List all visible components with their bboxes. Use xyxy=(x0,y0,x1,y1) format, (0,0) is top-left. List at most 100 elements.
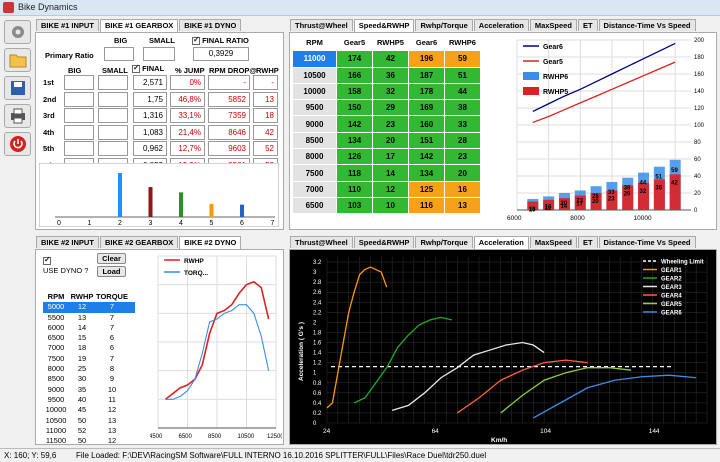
top-tab-thrust-wheel[interactable]: Thrust@Wheel xyxy=(290,19,353,31)
rpm-table-row[interactable]: 10000 158 32 178 44 xyxy=(292,82,481,101)
rpm-table-row[interactable]: 9000 142 23 160 33 xyxy=(292,115,481,133)
gear-small-input[interactable] xyxy=(98,108,128,123)
y-tick-label: 40 xyxy=(694,174,701,180)
gear-final-ratio[interactable]: 2,571 xyxy=(133,75,167,90)
gear-small-input[interactable] xyxy=(98,91,128,107)
top-tab-acceleration[interactable]: Acceleration xyxy=(473,19,529,31)
window-title: Bike Dynamics xyxy=(18,2,78,12)
dyno-list-row[interactable]: 10000 45 12 xyxy=(43,405,135,415)
gear-big-input[interactable] xyxy=(64,124,94,140)
bottom-tab-distance-time-vs-speed[interactable]: Distance-Time Vs Speed xyxy=(598,236,696,248)
bottom-tab-et[interactable]: ET xyxy=(577,236,598,248)
gear-big-input[interactable] xyxy=(64,108,94,123)
rpm-table-row[interactable]: 8500 134 20 151 28 xyxy=(292,131,481,150)
dyno-list-cell: 7000 xyxy=(47,343,65,353)
gear-small-input[interactable] xyxy=(98,75,128,90)
dyno-list-row[interactable]: 11500 50 12 xyxy=(43,436,135,446)
load-button[interactable]: Load xyxy=(97,266,126,277)
gear-small-input[interactable] xyxy=(98,141,128,156)
dyno-list-row[interactable]: 7000 18 6 xyxy=(43,343,135,353)
exit-button[interactable] xyxy=(4,132,31,156)
dyno-list-cell: 52 xyxy=(77,425,87,435)
rwhp5-bar xyxy=(527,201,539,210)
x-tick-label: 4500 xyxy=(150,434,163,440)
open-button[interactable] xyxy=(4,48,31,72)
rpm-table-cell: 134 xyxy=(408,164,445,182)
gear-final-header: FINAL xyxy=(132,63,164,74)
legend-label: GEAR1 xyxy=(661,268,682,274)
dyno-list-row[interactable]: 5500 13 7 xyxy=(43,313,135,323)
tab-bike1-dyno[interactable]: BIKE #1 DYNO xyxy=(179,19,242,31)
gear-small-input[interactable] xyxy=(98,124,128,140)
gear-final-ratio[interactable]: 1,316 xyxy=(133,108,167,123)
dyno-list-row[interactable]: 7500 19 7 xyxy=(43,354,135,364)
rpm-table-cell: 8500 xyxy=(292,131,337,150)
tab-bike2-gearbox[interactable]: BIKE #2 GEARBOX xyxy=(99,236,179,248)
rpm-table-row[interactable]: 9500 150 29 169 38 xyxy=(292,99,481,117)
gear-big-input[interactable] xyxy=(64,75,94,90)
gear-big-input[interactable] xyxy=(64,91,94,107)
tab-bike2-dyno[interactable]: BIKE #2 DYNO xyxy=(179,236,242,249)
dyno-list-row[interactable]: 8000 25 8 xyxy=(43,364,135,374)
dyno-list-row[interactable]: 11000 52 13 xyxy=(43,426,135,436)
final-ratio-input[interactable]: 0,3929 xyxy=(193,47,249,61)
primary-small-input[interactable] xyxy=(143,47,175,61)
y-tick-label: 2.2 xyxy=(313,310,322,316)
folder-icon xyxy=(9,54,26,68)
bottom-tab-acceleration[interactable]: Acceleration xyxy=(473,236,529,249)
rpm-table-row[interactable]: 7500 118 14 134 20 xyxy=(292,164,481,182)
settings-button[interactable] xyxy=(4,20,31,44)
tab-bike1-input[interactable]: BIKE #1 INPUT xyxy=(36,19,99,31)
rpm-table-cell: 134 xyxy=(336,131,373,150)
tab-bike2-input[interactable]: BIKE #2 INPUT xyxy=(36,236,99,248)
use-dyno-checkbox[interactable] xyxy=(43,255,51,266)
top-tab-distance-time-vs-speed[interactable]: Distance-Time Vs Speed xyxy=(598,19,696,31)
rpm-table-cell: 142 xyxy=(408,148,445,166)
rpm-table-cell: 150 xyxy=(336,99,373,117)
dyno-list-cell: 30 xyxy=(77,374,87,384)
dyno-list-row[interactable]: 5000 12 7 xyxy=(43,302,135,313)
rpm-table-row[interactable]: 7000 110 12 125 16 xyxy=(292,180,481,198)
gear-rwhp: - xyxy=(253,75,278,90)
gear-final-ratio[interactable]: 0,962 xyxy=(133,141,167,156)
gear-final-ratio[interactable]: 1,083 xyxy=(133,124,167,140)
rpm-gear-table: RPM Gear5 RWHP5 Gear6 RWHP6 11000 174 42 196 59 10… xyxy=(292,33,481,215)
tab-bike1-gearbox[interactable]: BIKE #1 GEARBOX xyxy=(99,19,179,32)
dyno-list-row[interactable]: 9000 35 10 xyxy=(43,385,135,395)
y-tick-label: 200 xyxy=(694,38,705,44)
legend-label: GEAR3 xyxy=(661,285,682,291)
top-tab-et[interactable]: ET xyxy=(577,19,598,31)
bottom-tab-rwhp-torque[interactable]: Rwhp/Torque xyxy=(415,236,473,248)
dyno-list-row[interactable]: 8500 30 9 xyxy=(43,374,135,384)
rpm-table-row[interactable]: 8000 126 17 142 23 xyxy=(292,148,481,166)
rpm-table-row[interactable]: 11000 174 42 196 59 xyxy=(292,50,481,68)
gear-big-input[interactable] xyxy=(64,141,94,156)
print-button[interactable] xyxy=(4,104,31,128)
dyno-list-row[interactable]: 10500 50 13 xyxy=(43,416,135,426)
final-ratio-checkbox[interactable] xyxy=(192,35,200,46)
clear-button[interactable]: Clear xyxy=(97,253,126,264)
rpm-table-header: RPM Gear5 RWHP5 Gear6 RWHP6 xyxy=(292,33,481,52)
save-button[interactable] xyxy=(4,76,31,100)
rpm-table-cell: 110 xyxy=(336,180,373,198)
gear-final-ratio[interactable]: 1,75 xyxy=(133,91,167,107)
rpm-table-row[interactable]: 10500 166 36 187 51 xyxy=(292,66,481,84)
use-dyno-check[interactable] xyxy=(43,255,55,268)
gear-rwhp: 42 xyxy=(253,124,278,140)
rpm-table-row[interactable]: 6500 103 10 116 13 xyxy=(292,196,481,215)
primary-big-input[interactable] xyxy=(104,47,134,61)
dyno-list-row[interactable]: 9500 40 11 xyxy=(43,395,135,405)
top-tab-speed-rwhp[interactable]: Speed&RWHP xyxy=(353,19,415,32)
dyno-list-row[interactable]: 6500 15 6 xyxy=(43,333,135,343)
bottom-tab-speed-rwhp[interactable]: Speed&RWHP xyxy=(353,236,415,248)
top-tab-rwhp-torque[interactable]: Rwhp/Torque xyxy=(415,19,473,31)
rpm-table-cell: 23 xyxy=(372,115,409,133)
gear1-line xyxy=(326,266,388,409)
dyno-list-cell: 10 xyxy=(107,384,117,394)
bottom-tab-maxspeed[interactable]: MaxSpeed xyxy=(529,236,577,248)
top-tab-maxspeed[interactable]: MaxSpeed xyxy=(529,19,577,31)
bottom-tab-thrust-wheel[interactable]: Thrust@Wheel xyxy=(290,236,353,248)
dyno-list-row[interactable]: 6000 14 7 xyxy=(43,323,135,333)
rpm-table-cell: 12 xyxy=(372,180,409,198)
final-checkbox[interactable] xyxy=(132,63,140,74)
